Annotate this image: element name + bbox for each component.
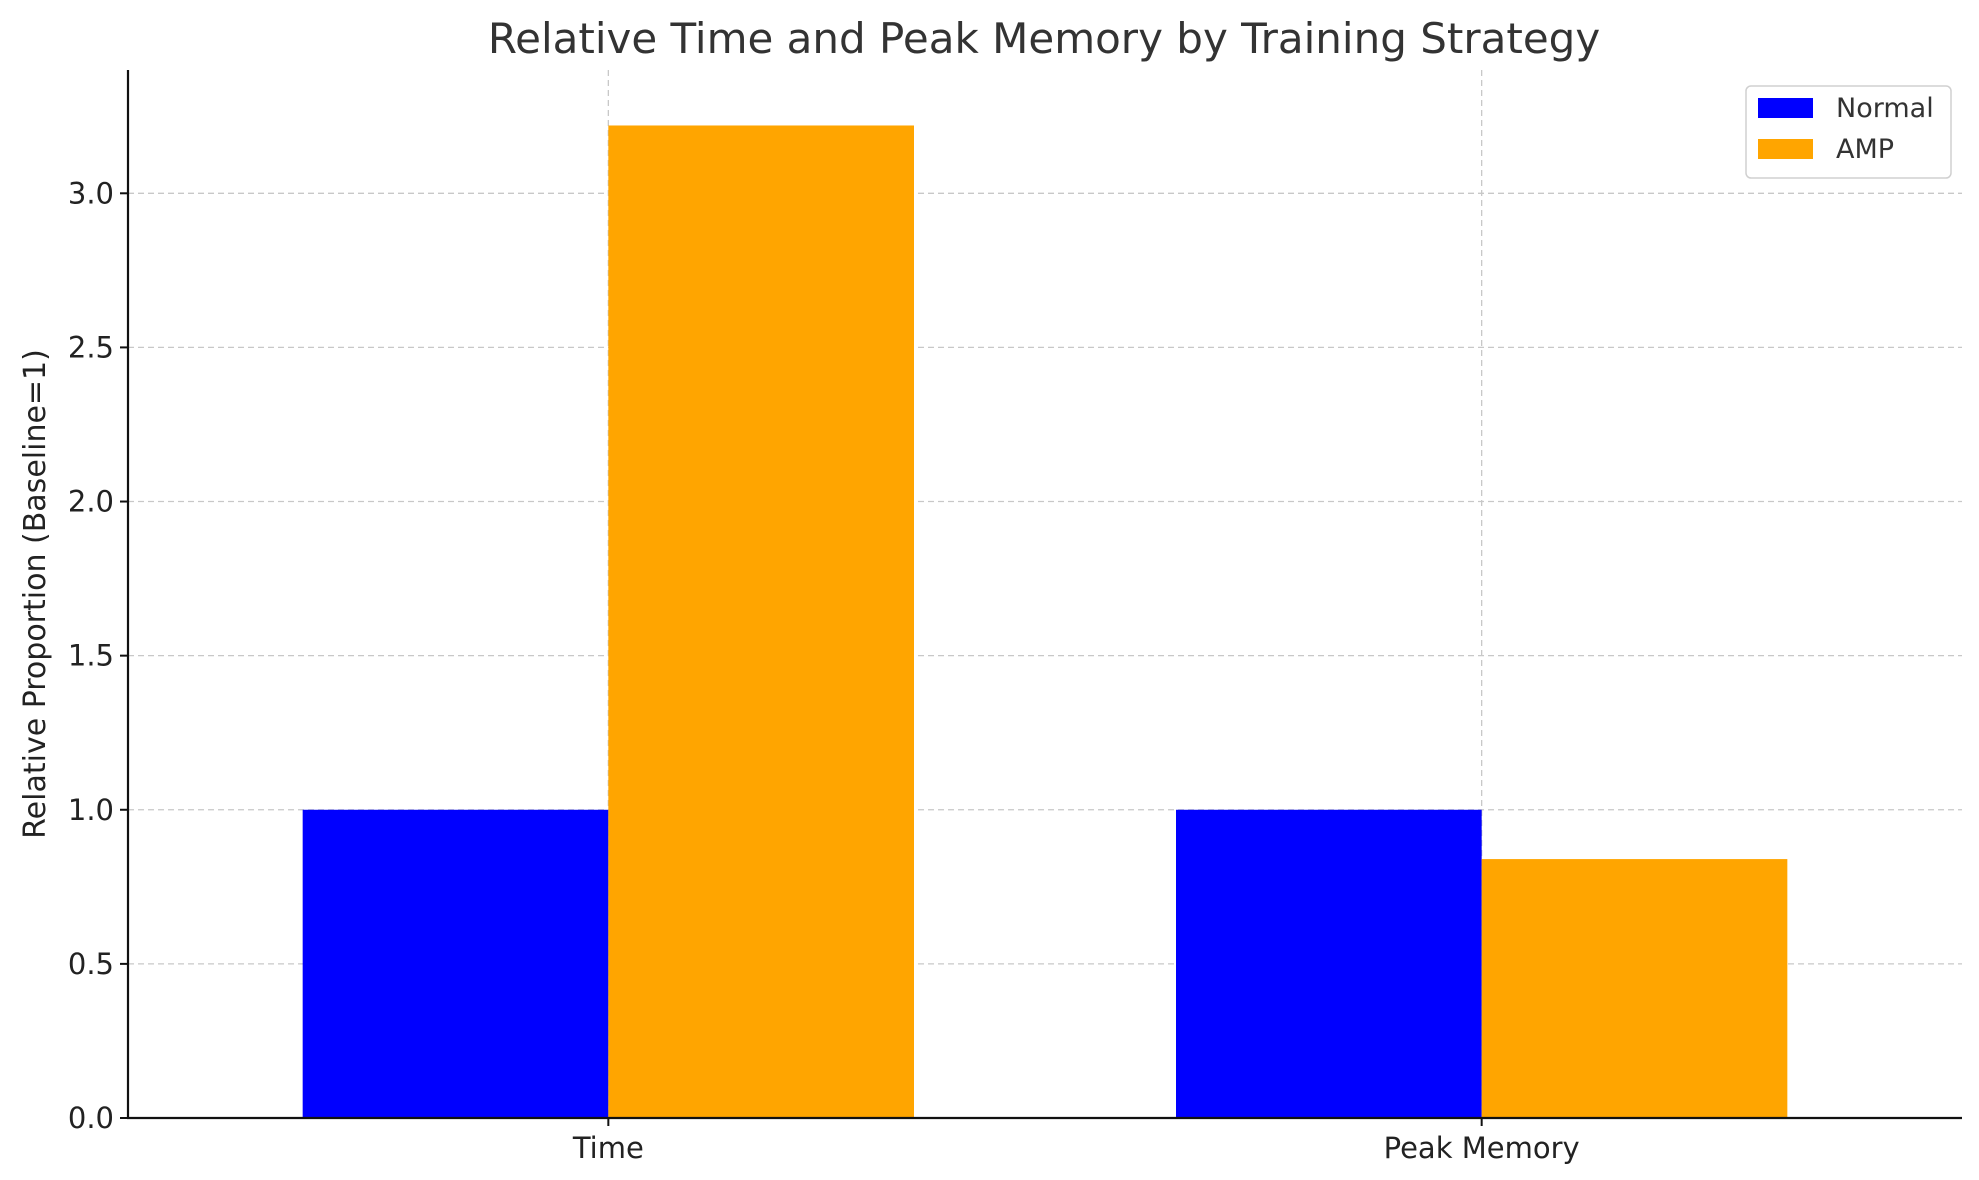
legend-label-normal: Normal: [1836, 93, 1934, 124]
y-tick-label: 2.5: [68, 330, 114, 364]
y-tick-label: 2.0: [68, 485, 114, 519]
y-axis-ticks: 0.0 0.5 1.0 1.5 2.0 2.5 3.0: [68, 176, 128, 1135]
y-tick-label: 1.0: [68, 793, 114, 827]
y-tick-label: 0.5: [68, 947, 114, 981]
bar-amp-time: [608, 125, 914, 1118]
bars: [302, 125, 1788, 1118]
x-tick-label: Peak Memory: [1384, 1131, 1580, 1165]
legend: Normal AMP: [1745, 85, 1952, 179]
bar-normal-peak-memory: [1176, 809, 1482, 1118]
y-tick-label: 0.0: [68, 1101, 114, 1135]
y-tick-label: 1.5: [68, 639, 114, 673]
legend-label-amp: AMP: [1836, 134, 1894, 165]
chart-title: Relative Time and Peak Memory by Trainin…: [488, 14, 1600, 63]
legend-swatch-amp: [1758, 139, 1813, 159]
legend-swatch-normal: [1758, 98, 1813, 118]
x-tick-label: Time: [572, 1131, 644, 1165]
y-axis-label: Relative Proportion (Baseline=1): [18, 349, 53, 839]
bar-normal-time: [302, 809, 609, 1118]
legend-items: Normal AMP: [1758, 93, 1934, 165]
x-axis-ticks: Time Peak Memory: [572, 1118, 1580, 1165]
bar-amp-peak-memory: [1481, 859, 1788, 1118]
y-tick-label: 3.0: [68, 176, 114, 210]
